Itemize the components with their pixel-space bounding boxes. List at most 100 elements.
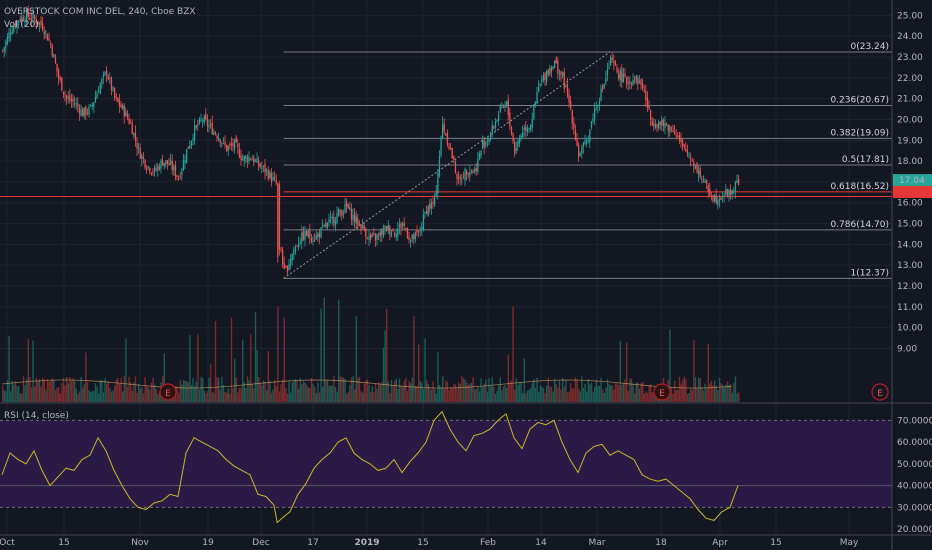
earnings-marker[interactable]: E — [159, 383, 177, 401]
candle-body — [360, 224, 362, 231]
candle-body — [574, 130, 577, 141]
volume-bar — [690, 388, 692, 402]
candle-body — [296, 245, 298, 247]
volume-bar — [293, 380, 295, 402]
volume-bar — [547, 377, 549, 402]
candle-body — [624, 73, 626, 76]
earnings-marker-circle — [871, 383, 889, 401]
volume-bar — [582, 387, 585, 402]
volume-bar — [93, 390, 95, 402]
volume-bar — [464, 379, 466, 402]
rsi-line — [1, 410, 739, 524]
volume-bar — [640, 383, 642, 402]
volume-bar — [402, 386, 404, 402]
volume-bar — [414, 385, 417, 402]
candle-body — [310, 237, 313, 242]
candle-body — [600, 88, 602, 102]
earnings-marker[interactable]: E — [871, 383, 889, 401]
volume-bar — [514, 389, 516, 402]
volume-bar — [406, 391, 409, 402]
candle-body — [293, 250, 295, 256]
candle-body — [98, 92, 100, 94]
candle-body — [123, 105, 125, 117]
fib-level-label: 0.236(20.67) — [830, 95, 889, 105]
candle-body — [634, 81, 636, 83]
candle-body — [6, 36, 9, 44]
candle-body — [338, 208, 340, 216]
volume-bar — [419, 380, 421, 402]
rsi-tick-label: 50.0000 — [897, 460, 932, 470]
candle-body — [54, 56, 57, 64]
volume-bar — [571, 388, 573, 402]
candle-body — [10, 33, 12, 35]
candle-body — [491, 125, 493, 135]
candle-body — [619, 70, 621, 81]
candle-body — [290, 258, 292, 266]
last-price-value: 17.04 — [899, 176, 925, 186]
volume-bar — [232, 387, 234, 402]
candle-body — [27, 8, 29, 17]
candle-body — [622, 73, 625, 83]
candle-body — [363, 226, 365, 231]
volume-bar — [270, 392, 273, 402]
candle-body — [378, 233, 380, 235]
volume-bar — [285, 388, 287, 402]
candle-body — [38, 22, 41, 25]
volume-bar — [200, 376, 202, 402]
volume-bar — [446, 382, 449, 402]
candle-body — [366, 238, 369, 240]
candle-body — [357, 218, 359, 226]
candle-body — [434, 197, 436, 206]
candle-body — [432, 202, 434, 204]
candle-body — [523, 127, 525, 130]
volume-bar — [66, 376, 68, 402]
rsi-tick-label: 60.0000 — [897, 438, 932, 448]
candle-body — [603, 83, 605, 88]
fibonacci-retracement[interactable]: 0(23.24) 0.236(20.67) 0.382(19.09) 0.5(17.8… — [0, 42, 892, 279]
price-tick-label: 16.00 — [897, 199, 923, 209]
volume-bar — [686, 393, 689, 402]
volume-bar — [454, 384, 457, 402]
candle-body — [536, 92, 538, 104]
volume-bar — [698, 377, 700, 402]
candle-body — [666, 124, 668, 126]
candle-body — [288, 264, 290, 271]
candle-body — [453, 156, 455, 160]
candle-body — [645, 90, 647, 101]
volume-bar — [510, 380, 513, 402]
volume-bar — [536, 377, 538, 402]
volume-bar — [541, 386, 543, 402]
volume-bar — [320, 308, 322, 402]
volume-bar — [50, 380, 52, 402]
volume-bar — [21, 393, 23, 402]
candle-body — [205, 113, 207, 120]
candle-body — [307, 230, 309, 237]
candle-body — [469, 172, 471, 177]
volume-bar — [256, 350, 258, 402]
volume-bar — [490, 386, 492, 402]
candle-body — [214, 132, 217, 135]
candle-body — [93, 102, 95, 108]
candle-body — [219, 139, 221, 144]
volume-bar — [227, 388, 229, 402]
volume-bar — [456, 387, 458, 402]
candle-body — [243, 156, 245, 162]
volume-bar — [242, 339, 244, 402]
volume-bar — [382, 347, 385, 402]
earnings-marker[interactable]: E — [653, 383, 671, 401]
volume-bar — [24, 385, 26, 402]
candle-body — [718, 199, 721, 202]
candle-body — [210, 124, 212, 126]
volume-bar — [187, 382, 189, 402]
volume-bar — [288, 380, 290, 402]
volume-bar — [35, 377, 37, 402]
candle-body — [246, 157, 249, 162]
volume-bar — [670, 387, 673, 402]
volume-bar — [546, 385, 548, 402]
candle-body — [499, 106, 501, 113]
candle-body — [342, 212, 345, 214]
volume-bar — [64, 385, 66, 402]
rsi-panel[interactable] — [0, 410, 892, 524]
